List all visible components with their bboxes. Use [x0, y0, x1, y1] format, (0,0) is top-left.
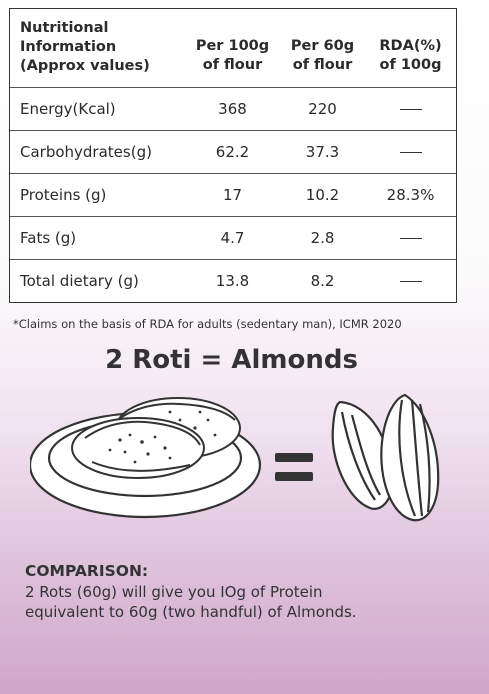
header-line: Per 100g: [195, 38, 270, 54]
cell-per-60g: 8.2: [280, 259, 365, 302]
row-label: Carbohydrates(g): [10, 130, 185, 174]
cell-rda: [365, 87, 456, 131]
headline: 2 Roti = Almonds: [105, 345, 358, 375]
cell-rda: [365, 259, 456, 302]
comparison-section: COMPARISON: 2 Rots (60g) will give you I…: [25, 562, 425, 622]
comparison-text: 2 Rots (60g) will give you IOg of Protei…: [25, 582, 425, 622]
comparison-title: COMPARISON:: [25, 562, 149, 580]
dash-mark: [399, 280, 422, 283]
cell-rda: [365, 216, 456, 260]
cell-rda: [365, 130, 456, 174]
header-line: of flour: [202, 57, 263, 73]
roti-almond-illustration: [30, 393, 440, 522]
cell-rda: 28.3%: [365, 173, 456, 217]
table-row: Carbohydrates(g) 62.2 37.3: [10, 130, 456, 174]
header-rda: RDA(%) of 100g: [365, 9, 456, 88]
row-label: Energy(Kcal): [10, 87, 185, 131]
row-label: Fats (g): [10, 216, 185, 260]
comparison-line: 2 Rots (60g) will give you IOg of Protei…: [25, 583, 323, 601]
header-label-line: Nutritional: [20, 20, 109, 36]
table-row: Fats (g) 4.7 2.8: [10, 216, 456, 260]
almonds-icon: [331, 393, 440, 522]
equals-sign-icon: [275, 453, 313, 481]
dash-mark: [399, 151, 422, 154]
nutrition-table: Nutritional Information (Approx values) …: [10, 9, 456, 302]
roti-icon: [71, 397, 241, 479]
header-line: of flour: [292, 57, 353, 73]
header-per-100g: Per 100g of flour: [185, 9, 280, 88]
cell-per-60g: 10.2: [280, 173, 365, 217]
roti-spots: [108, 410, 217, 464]
header-per-60g: Per 60g of flour: [280, 9, 365, 88]
row-label: Proteins (g): [10, 173, 185, 217]
table-row: Energy(Kcal) 368 220: [10, 87, 456, 131]
header-nutritional-info: Nutritional Information (Approx values): [10, 9, 185, 88]
header-line: of 100g: [379, 57, 442, 73]
cell-per-100g: 4.7: [185, 216, 280, 260]
cell-per-100g: 368: [185, 87, 280, 131]
cell-per-100g: 17: [185, 173, 280, 217]
cell-per-60g: 220: [280, 87, 365, 131]
cell-per-100g: 13.8: [185, 259, 280, 302]
comparison-line: equivalent to 60g (two handful) of Almon…: [25, 603, 357, 621]
footnote: *Claims on the basis of RDA for adults (…: [13, 317, 402, 331]
nutrition-table-container: Nutritional Information (Approx values) …: [9, 8, 457, 303]
dash-mark: [399, 108, 422, 111]
cell-per-60g: 37.3: [280, 130, 365, 174]
header-line: RDA(%): [379, 38, 442, 54]
table-body: Energy(Kcal) 368 220 Carbohydrates(g) 62.2 37…: [10, 87, 456, 302]
header-label-line: (Approx values): [20, 58, 150, 74]
dash-mark: [399, 237, 422, 240]
header-label-line: Information: [20, 39, 117, 55]
header-line: Per 60g: [290, 38, 355, 54]
table-header-row: Nutritional Information (Approx values) …: [10, 9, 456, 88]
table-row: Total dietary (g) 13.8 8.2: [10, 259, 456, 302]
table-row: Proteins (g) 17 10.2 28.3%: [10, 173, 456, 217]
row-label: Total dietary (g): [10, 259, 185, 302]
cell-per-60g: 2.8: [280, 216, 365, 260]
cell-per-100g: 62.2: [185, 130, 280, 174]
